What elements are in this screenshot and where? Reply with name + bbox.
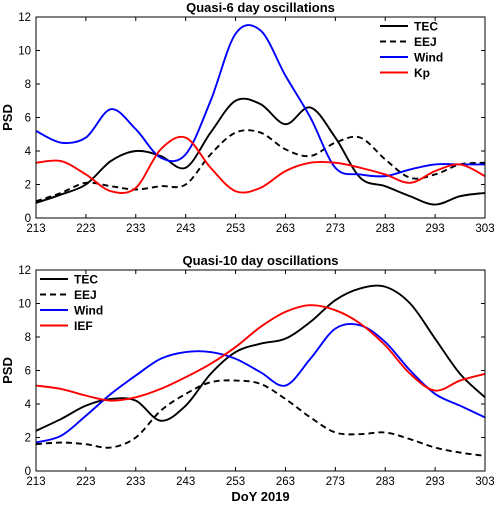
- x-tick-label: 213: [26, 476, 45, 488]
- x-tick-label: 263: [276, 223, 295, 235]
- chart-panel-1: 213 223 233 243 253 263 273 283 293 303 0 2 4 6 8 10 12 Q…: [0, 0, 495, 235]
- y-tick-label: 10: [18, 46, 31, 58]
- x-tick-label: 283: [376, 223, 395, 235]
- y-tick-label: 2: [25, 433, 31, 445]
- y-tick-label: 0: [25, 213, 31, 225]
- x-tick-label: 243: [176, 223, 195, 235]
- x-tick-label: 233: [126, 476, 145, 488]
- legend-label-ief: IEF: [74, 319, 93, 333]
- series-line-kp: [36, 135, 485, 194]
- x-tick-label: 293: [426, 476, 445, 488]
- x-tick-label: 253: [226, 223, 245, 235]
- y-tick-label: 10: [18, 299, 31, 311]
- x-tick-label: 263: [276, 476, 295, 488]
- series-line-eej: [36, 379, 485, 457]
- y-tick-label: 12: [18, 265, 31, 277]
- x-tick-label: 223: [76, 476, 95, 488]
- chart-panel-2: 213 223 233 243 253 263 273 283 293 303 0 2 4 6 8 10 12 Q…: [0, 253, 495, 504]
- y-tick-label: 6: [25, 113, 31, 125]
- x-tick-label: 213: [26, 223, 45, 235]
- y-axis-label: PSD: [0, 357, 15, 384]
- x-tick-label: 253: [226, 476, 245, 488]
- y-axis-label: PSD: [0, 104, 15, 131]
- x-tick-label: 223: [76, 223, 95, 235]
- series-line-tec: [36, 97, 485, 206]
- chart-title: Quasi-6 day oscillations: [186, 0, 335, 15]
- legend-label-tec: TEC: [74, 273, 98, 287]
- x-tick-label: 233: [126, 223, 145, 235]
- series-group: [36, 284, 485, 457]
- x-tick-label: 283: [376, 476, 395, 488]
- series-line-wind: [36, 24, 485, 178]
- x-axis-label: DoY 2019: [231, 489, 289, 504]
- legend-label-wind: Wind: [414, 51, 443, 65]
- series-line-tec: [36, 284, 485, 432]
- y-tick-label: 2: [25, 180, 31, 192]
- y-tick-label: 4: [25, 399, 32, 411]
- legend-label-eej: EEJ: [414, 35, 437, 49]
- y-tick-label: 8: [25, 79, 31, 91]
- chart-title: Quasi-10 day oscillations: [182, 253, 338, 268]
- legend-label-kp: Kp: [414, 66, 430, 80]
- x-tick-label: 273: [326, 223, 345, 235]
- x-tick-label: 303: [475, 476, 494, 488]
- legend-label-wind: Wind: [74, 304, 103, 318]
- series-line-eej: [36, 129, 485, 203]
- y-tick-label: 6: [25, 366, 31, 378]
- y-tick-label: 12: [18, 12, 31, 24]
- series-group: [36, 24, 485, 206]
- y-tick-label: 4: [25, 146, 32, 158]
- x-tick-label: 303: [475, 223, 494, 235]
- y-tick-label: 8: [25, 332, 31, 344]
- x-tick-label: 293: [426, 223, 445, 235]
- series-line-wind: [36, 322, 485, 444]
- legend-label-tec: TEC: [414, 20, 438, 34]
- series-line-ief: [36, 304, 485, 402]
- x-tick-label: 243: [176, 476, 195, 488]
- legend-label-eej: EEJ: [74, 288, 97, 302]
- x-tick-label: 273: [326, 476, 345, 488]
- y-tick-label: 0: [25, 466, 31, 478]
